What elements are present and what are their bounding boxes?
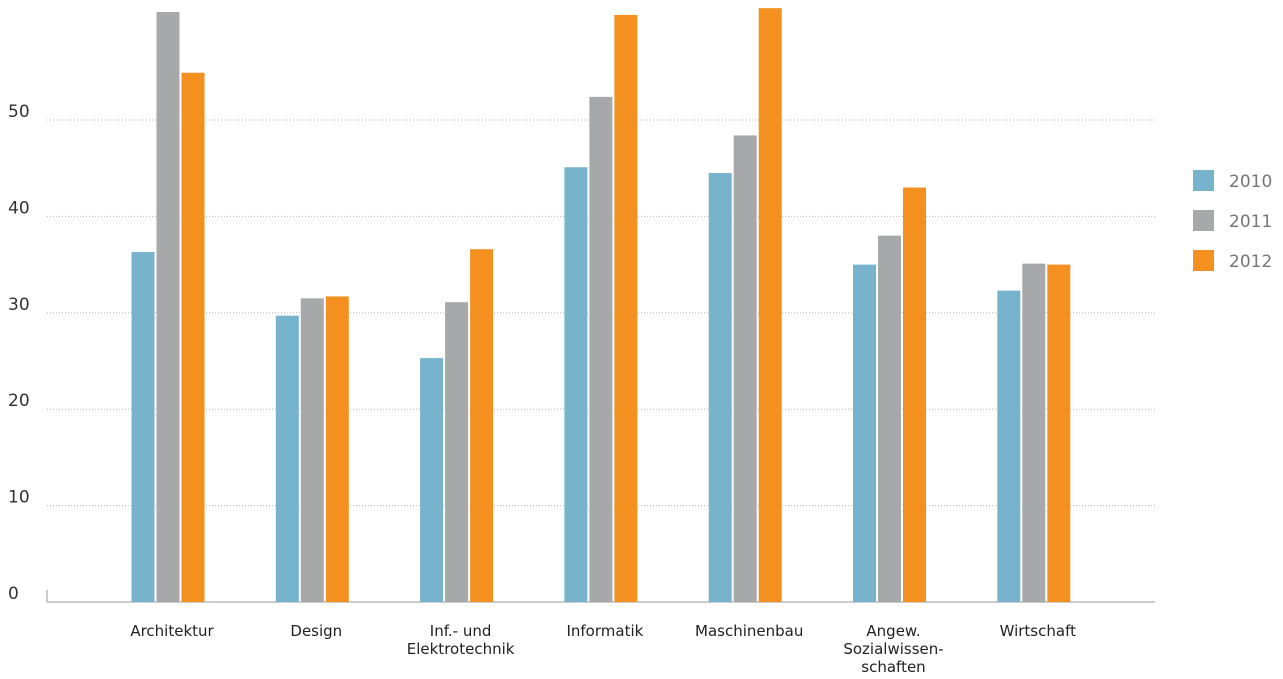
x-category-label: Architektur [130,622,214,640]
bar-2012 [614,14,638,602]
bar-2011 [300,298,324,602]
bars [131,8,1071,603]
x-category-label-line: Inf.- und [430,622,492,640]
bar-2011 [733,135,757,602]
legend-swatch-2012 [1193,250,1214,271]
legend: 2010 2011 2012 [1193,170,1272,272]
bar-2012 [470,249,494,602]
y-tick-label: 10 [8,488,30,508]
y-tick-label: 40 [8,198,30,218]
labels: 0 10 20 30 40 50 Architektur Design Inf.- und Ele… [8,102,1076,676]
x-category-label: Wirtschaft [1000,622,1076,640]
bar-2010 [420,358,444,602]
bar-2010 [131,252,155,602]
x-category-label: Angew. Sozialwissen-schaften [843,622,943,676]
x-category-label-line: Architektur [130,622,214,640]
bar-2010 [275,315,299,602]
legend-label-2011: 2011 [1229,212,1272,232]
legend-swatch-2011 [1193,210,1214,231]
x-category-label: Informatik [566,622,643,640]
x-category-label: Maschinenbau [695,622,803,640]
x-category-label-line: schaften [861,658,925,676]
legend-label-2012: 2012 [1229,252,1272,272]
x-category-label-line: Design [290,622,342,640]
bar-2012 [181,72,205,603]
x-category-label-line: Informatik [566,622,643,640]
bar-2012 [325,296,349,602]
x-category-label: Inf.- und Elektrotechnik [407,622,515,658]
legend-label-2010: 2010 [1229,172,1272,192]
x-category-label: Design [290,622,342,640]
bar-2011 [878,235,901,602]
x-category-label-line: Wirtschaft [1000,622,1076,640]
bar-2011 [445,302,469,602]
bar-2012 [758,8,782,602]
y-tick-label: 30 [8,295,30,315]
x-category-label-line: Angew. [866,622,920,640]
y-tick-label: 50 [8,102,30,122]
bar-2012 [903,187,926,603]
bar-2011 [589,96,613,602]
bar-2010 [853,264,876,602]
y-tick-label: 20 [8,391,30,411]
x-category-label-line: Elektrotechnik [407,640,515,658]
bar-2010 [997,290,1021,602]
legend-swatch-2010 [1193,170,1214,191]
bar-2011 [1022,263,1046,602]
bar-2010 [708,173,732,602]
bar-2012 [1047,264,1071,602]
bar-2010 [564,167,588,602]
bar-2011 [156,12,180,603]
x-category-label-line: Maschinenbau [695,622,803,640]
y-tick-label: 0 [8,584,19,604]
x-category-label-line: Sozialwissen- [843,640,943,658]
